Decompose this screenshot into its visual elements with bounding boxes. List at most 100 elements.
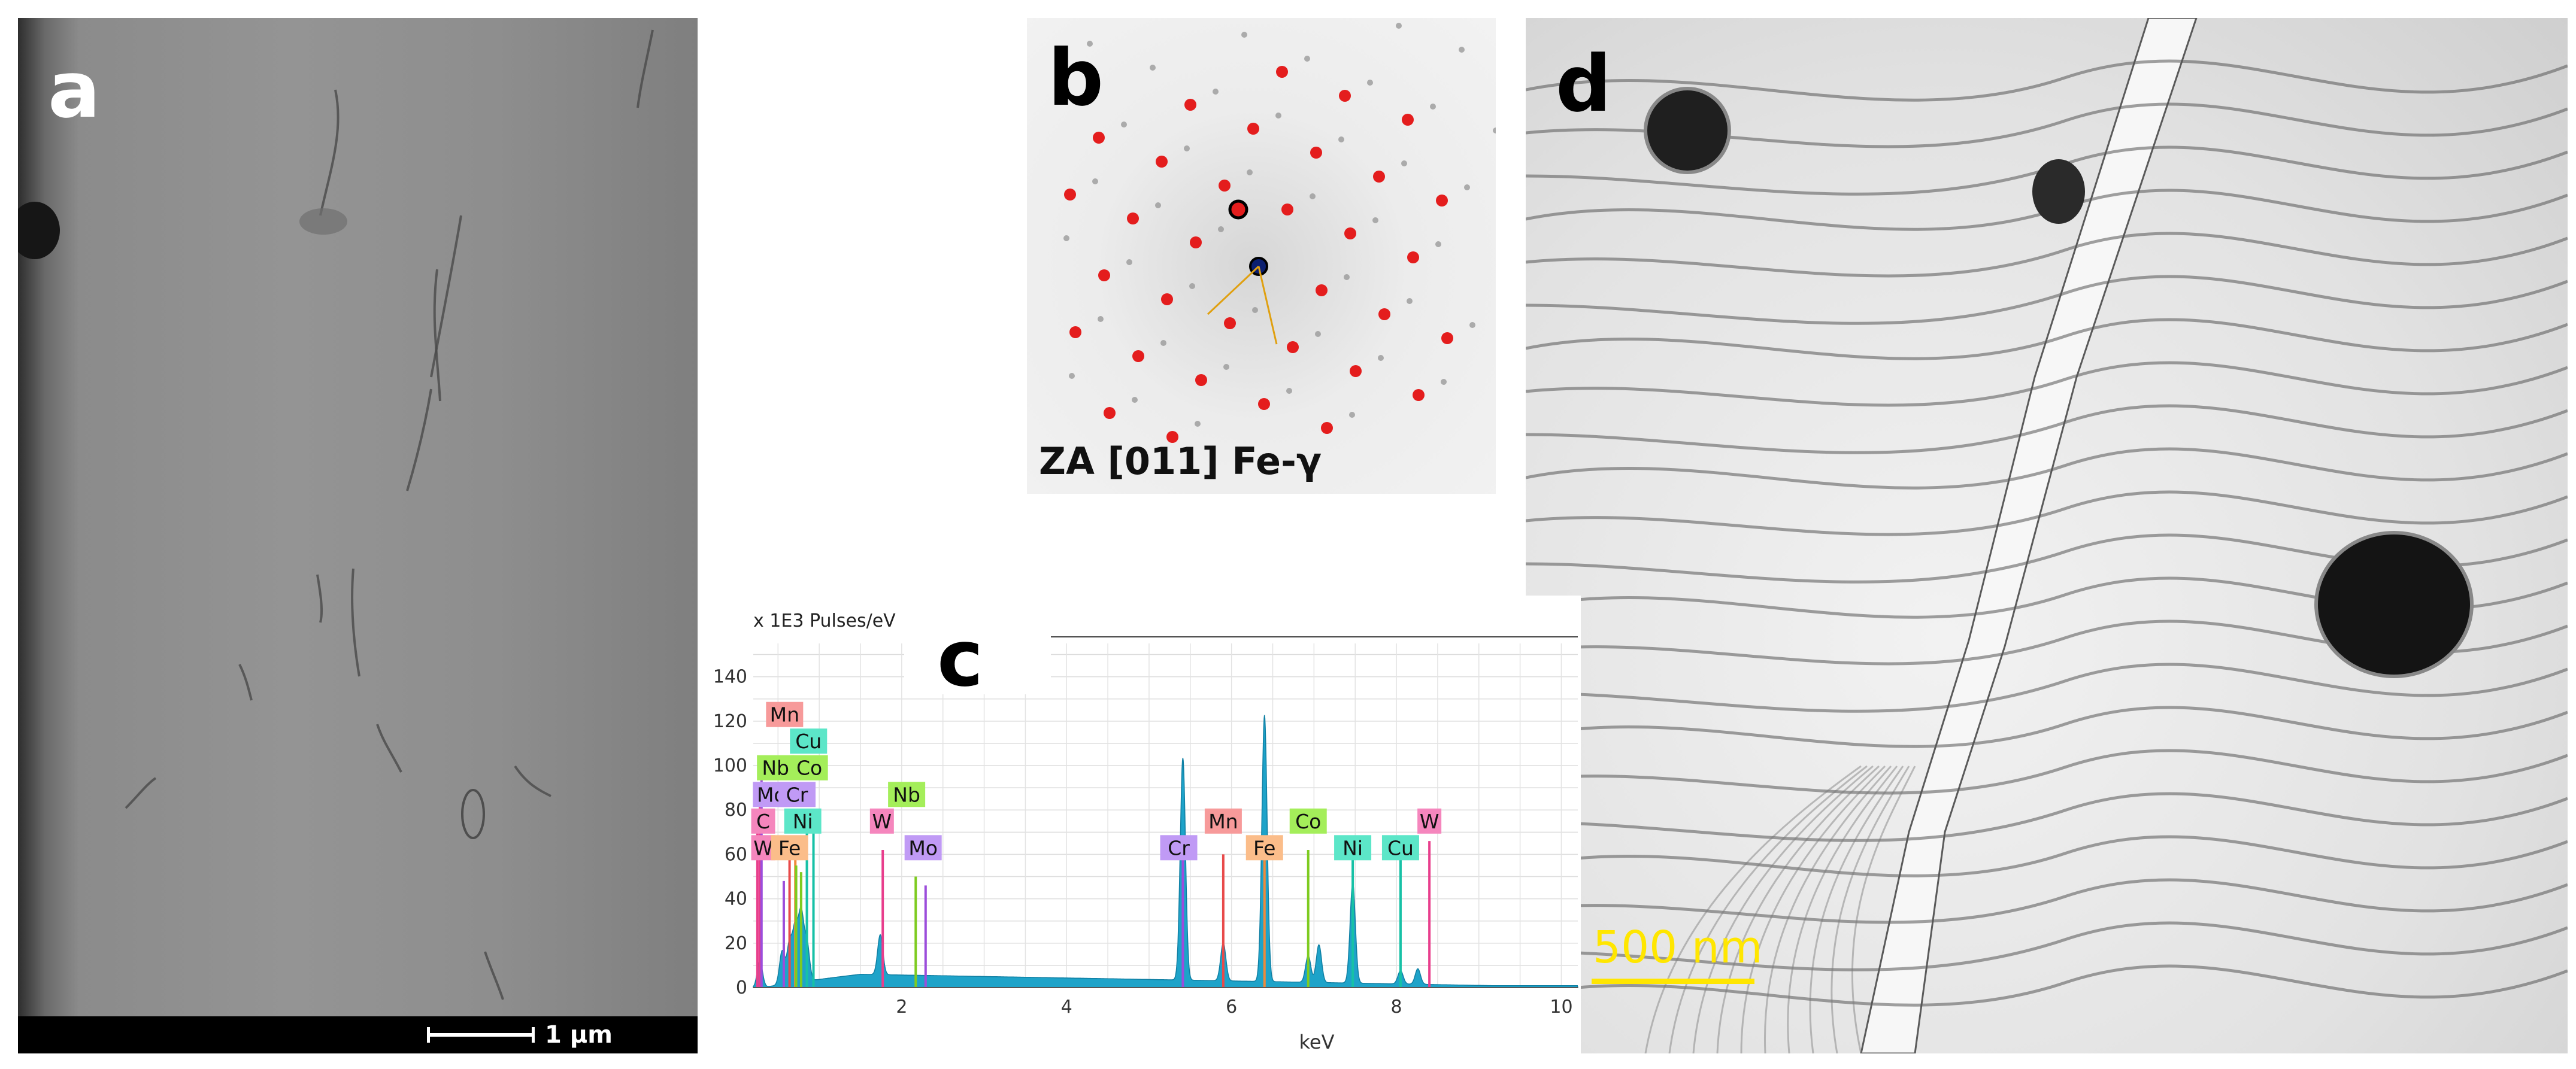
panel-d-scale-text: 500 nm <box>1593 922 1763 973</box>
diffraction-spot-faint <box>1155 202 1161 208</box>
panel-d-label: d <box>1556 38 1612 129</box>
x-tick-label: 4 <box>1061 997 1072 1018</box>
dislocation-line <box>430 215 462 378</box>
bend-contour <box>1526 792 2568 842</box>
diffraction-spot-faint <box>1189 283 1195 289</box>
diffraction-spot <box>1407 251 1419 263</box>
g-vector <box>1207 265 1260 315</box>
diffraction-spot <box>1224 317 1236 329</box>
dislocation-line <box>319 89 340 216</box>
dislocation-line <box>484 951 504 1000</box>
diffraction-spot-faint <box>1344 274 1350 280</box>
diffraction-spot-faint <box>1493 127 1496 133</box>
panel-a-scale-bar-cap-right <box>532 1027 535 1043</box>
element-label-box-c <box>751 808 775 834</box>
element-label-mo: Mo <box>908 836 938 860</box>
x-tick-label: 2 <box>896 997 907 1018</box>
dislocation-line <box>238 664 253 701</box>
dislocation-line <box>433 269 441 402</box>
dislocation-line <box>125 777 157 809</box>
element-label-nb: Nb <box>762 757 789 780</box>
diffraction-spot-faint <box>1459 47 1465 53</box>
diffraction-spot <box>1378 308 1390 320</box>
element-label-box-fe <box>1245 835 1283 861</box>
bend-contour-lower <box>1851 766 1916 1053</box>
diffraction-spot-faint <box>1063 235 1069 241</box>
diffraction-spot <box>1132 350 1144 362</box>
bend-contour-lower <box>1692 765 1874 1053</box>
bend-contour <box>1526 835 2568 877</box>
diffraction-spot <box>1219 180 1231 192</box>
element-label-box-w <box>869 808 894 834</box>
y-tick-label: 60 <box>725 844 747 865</box>
diffraction-spot-faint <box>1401 160 1407 166</box>
diffraction-spot-faint <box>1195 421 1201 427</box>
panel-b-pattern <box>1063 23 1496 443</box>
bend-contour <box>1526 447 2568 490</box>
dislocation-line <box>316 574 323 623</box>
element-label-box-mo <box>904 835 942 861</box>
diffraction-spot <box>1161 293 1173 305</box>
diffraction-spot-faint <box>1407 298 1413 304</box>
panel-a-label: a <box>48 44 101 135</box>
diffraction-spot-faint <box>1092 178 1098 184</box>
bend-contour-lower <box>1740 765 1886 1053</box>
element-label-box-co <box>790 755 828 781</box>
panel-c-label: c <box>937 613 983 704</box>
diffraction-spot <box>1190 236 1202 248</box>
element-label-cu: Cu <box>1387 836 1414 860</box>
bend-contour <box>1526 921 2568 971</box>
element-label-box-nb <box>757 755 795 781</box>
bend-contour-lower <box>1668 765 1868 1053</box>
panel-d-micrograph: d 500 nm <box>1526 18 2568 1053</box>
element-label-w: W <box>1420 810 1439 833</box>
dislocation-line <box>514 765 551 797</box>
y-tick-label: 20 <box>725 933 747 954</box>
element-label-co: Co <box>1295 810 1321 833</box>
diffraction-spot-faint <box>1315 331 1321 337</box>
diffraction-spot <box>1413 389 1425 401</box>
element-label-fe: Fe <box>778 836 801 860</box>
precipitate <box>2032 159 2085 224</box>
panel-a-scale-strip: 1 μm <box>18 1016 698 1053</box>
y-tick-label: 100 <box>713 755 747 776</box>
panel-a-scale-bar <box>427 1033 535 1037</box>
bend-contour-lower <box>1644 765 1862 1053</box>
panel-b-diffraction: b ZA [011] Fe-γ <box>1027 18 1496 494</box>
diffraction-spot-faint <box>1349 412 1355 418</box>
diffraction-spot <box>1276 66 1288 78</box>
diffraction-spot <box>1373 171 1385 183</box>
element-label-ni: Ni <box>793 810 813 833</box>
dislocation-line <box>376 724 402 773</box>
diffraction-spot <box>1166 431 1178 443</box>
chart-grid <box>753 636 1578 988</box>
y-tick-label: 40 <box>725 889 747 910</box>
y-tick-label: 120 <box>713 711 747 732</box>
element-label-box-w <box>1417 808 1442 834</box>
element-label-box-cr <box>1160 835 1198 861</box>
diffraction-spot-faint <box>1378 355 1384 361</box>
panel-d-texture <box>1526 18 2568 1053</box>
diffraction-spot-faint <box>1338 136 1344 142</box>
diffraction-spot-faint <box>1396 23 1402 29</box>
diffraction-spot-faint <box>1435 241 1441 247</box>
diffraction-spot-faint <box>1252 307 1258 313</box>
x-tick-label: 8 <box>1391 997 1402 1018</box>
bend-contour <box>1526 663 2568 713</box>
spectrum-area <box>753 715 1578 988</box>
diffraction-spot-faint <box>1469 322 1475 328</box>
diffraction-spot-faint <box>1213 89 1219 95</box>
bend-contour <box>1526 232 2568 278</box>
diffraction-spot-faint <box>1087 41 1093 47</box>
precipitate <box>2314 531 2474 678</box>
diffraction-spot-faint <box>1286 388 1292 394</box>
grain-boundary <box>1860 18 2198 1053</box>
element-lines <box>756 776 1431 988</box>
diffraction-spot-faint <box>1304 56 1310 62</box>
bend-contour <box>1526 361 2568 407</box>
bend-contour-lower <box>1809 766 1904 1053</box>
element-label-mn: Mn <box>1208 810 1238 833</box>
diffraction-spot-faint <box>1160 340 1166 346</box>
bend-contour <box>1526 878 2568 924</box>
